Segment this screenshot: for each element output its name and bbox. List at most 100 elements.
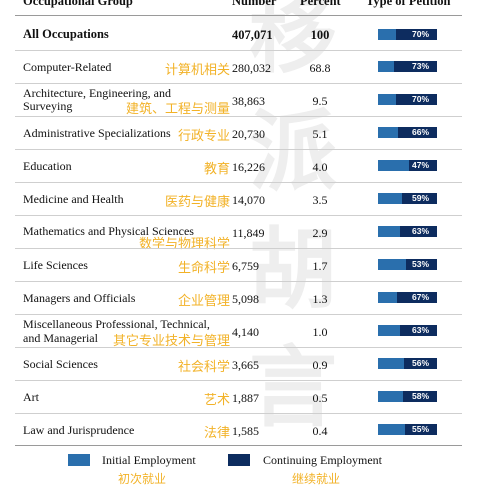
- number-value: 3,665: [232, 358, 259, 372]
- bar-label: 63%: [411, 226, 429, 236]
- number-value: 4,140: [232, 325, 259, 339]
- continuing-segment: [398, 127, 437, 138]
- petition-bar: 47%: [378, 160, 437, 171]
- occupation-label: Art: [23, 390, 39, 404]
- legend-initial-label: Initial Employment: [102, 453, 196, 467]
- number-value: 20,730: [232, 127, 265, 141]
- petition-bar: 56%: [378, 358, 437, 369]
- row-divider: [15, 314, 462, 315]
- bar-label: 66%: [411, 127, 429, 137]
- occupation-chinese-label: 计算机相关: [164, 63, 230, 78]
- initial-segment: [378, 193, 403, 204]
- occupation-chinese-label: 法律: [203, 426, 230, 441]
- legend-initial-swatch: [68, 454, 90, 466]
- continuing-segment: [399, 226, 437, 237]
- legend-initial-chinese-label: 初次就业: [118, 472, 167, 486]
- bar-label: 58%: [411, 391, 429, 401]
- petition-bar: 63%: [378, 325, 437, 336]
- occupation-label-line2: Surveying: [23, 99, 73, 113]
- occupation-label: Architecture, Engineering, and: [23, 86, 171, 100]
- bar-label: 70%: [411, 29, 429, 39]
- legend-continuing-swatch: [228, 454, 250, 466]
- occupation-label-line2: and Managerial: [23, 331, 98, 345]
- table-row: Administrative Specializations 行政专业 20,7…: [0, 117, 500, 150]
- header-occupational-group: Occupational Group: [23, 0, 133, 8]
- number-value: 6,759: [232, 259, 259, 273]
- initial-segment: [378, 226, 400, 237]
- table-row: Miscellaneous Professional, Technical, a…: [0, 315, 500, 349]
- table-row: All Occupations 407,071 100 70%: [0, 19, 500, 51]
- continuing-segment: [405, 259, 437, 270]
- petition-bar: 66%: [378, 127, 437, 138]
- number-value: 280,032: [232, 61, 271, 75]
- continuing-segment: [399, 325, 437, 336]
- table-row: Architecture, Engineering, and Surveying…: [0, 84, 500, 117]
- percent-value: 0.4: [312, 424, 328, 438]
- table-row: Education 教育 16,226 4.0 47%: [0, 150, 500, 183]
- legend-continuing-chinese-label: 继续就业: [292, 472, 341, 486]
- continuing-segment: [395, 94, 437, 105]
- occupation-chinese-label: 建筑、工程与测量: [125, 102, 230, 117]
- initial-segment: [378, 61, 394, 72]
- row-divider: [15, 380, 462, 381]
- petition-bar: 59%: [378, 193, 437, 204]
- continuing-segment: [409, 160, 437, 171]
- occupation-chinese-label: 教育: [203, 162, 230, 177]
- initial-segment: [378, 29, 396, 40]
- petition-bar: 70%: [378, 94, 437, 105]
- continuing-segment: [402, 193, 437, 204]
- table-row: Mathematics and Physical Sciences 数学与物理科…: [0, 216, 500, 252]
- row-divider: [15, 50, 462, 51]
- petition-bar: 70%: [378, 29, 437, 40]
- percent-value: 2.9: [312, 226, 328, 240]
- occupation-chinese-label: 行政专业: [177, 129, 230, 144]
- initial-segment: [378, 424, 405, 435]
- petition-bar: 55%: [378, 424, 437, 435]
- percent-value: 1.7: [312, 259, 328, 273]
- number-value: 1,887: [232, 391, 259, 405]
- table-row: Computer-Related 计算机相关 280,032 68.8 73%: [0, 51, 500, 84]
- row-divider: [15, 149, 462, 150]
- initial-segment: [378, 160, 410, 171]
- initial-segment: [378, 391, 403, 402]
- occupation-label: Managers and Officials: [23, 291, 136, 305]
- percent-value: 5.1: [312, 127, 328, 141]
- percent-value: 68.8: [309, 61, 331, 75]
- header-percent: Percent: [300, 0, 341, 8]
- occupation-chinese-label: 企业管理: [177, 294, 230, 309]
- row-divider: [15, 281, 462, 282]
- occupation-label: Education: [23, 159, 72, 173]
- bar-label: 73%: [411, 61, 429, 71]
- occupation-label: Computer-Related: [23, 60, 112, 74]
- occupation-label: Miscellaneous Professional, Technical,: [23, 317, 210, 331]
- initial-segment: [378, 358, 404, 369]
- row-divider: [15, 116, 462, 117]
- percent-value: 1.3: [312, 292, 328, 306]
- row-divider: [15, 215, 462, 216]
- continuing-segment: [397, 292, 437, 303]
- percent-value: 1.0: [312, 325, 328, 339]
- bar-label: 55%: [411, 424, 429, 434]
- continuing-segment: [395, 29, 437, 40]
- initial-segment: [378, 127, 399, 138]
- row-divider: [15, 182, 462, 183]
- table-row: Art 艺术 1,887 0.5 58%: [0, 381, 500, 414]
- initial-segment: [378, 292, 398, 303]
- occupation-chinese-label: 社会科学: [177, 360, 230, 375]
- bar-label: 47%: [411, 160, 429, 170]
- bar-label: 67%: [411, 292, 429, 302]
- petition-bar: 63%: [378, 226, 437, 237]
- bar-label: 56%: [411, 358, 429, 368]
- row-divider: [15, 83, 462, 84]
- bar-label: 53%: [411, 259, 429, 269]
- occupation-label: Mathematics and Physical Sciences: [23, 224, 194, 238]
- initial-segment: [378, 259, 406, 270]
- percent-value: 9.5: [312, 94, 328, 108]
- number-value: 38,863: [232, 94, 265, 108]
- occupation-label: Medicine and Health: [23, 192, 124, 206]
- number-value: 1,585: [232, 424, 259, 438]
- occupation-label: Administrative Specializations: [23, 126, 171, 140]
- number-value: 14,070: [232, 193, 265, 207]
- table-row: Medicine and Health 医药与健康 14,070 3.5 59%: [0, 183, 500, 216]
- table-row: Managers and Officials 企业管理 5,098 1.3 67…: [0, 282, 500, 315]
